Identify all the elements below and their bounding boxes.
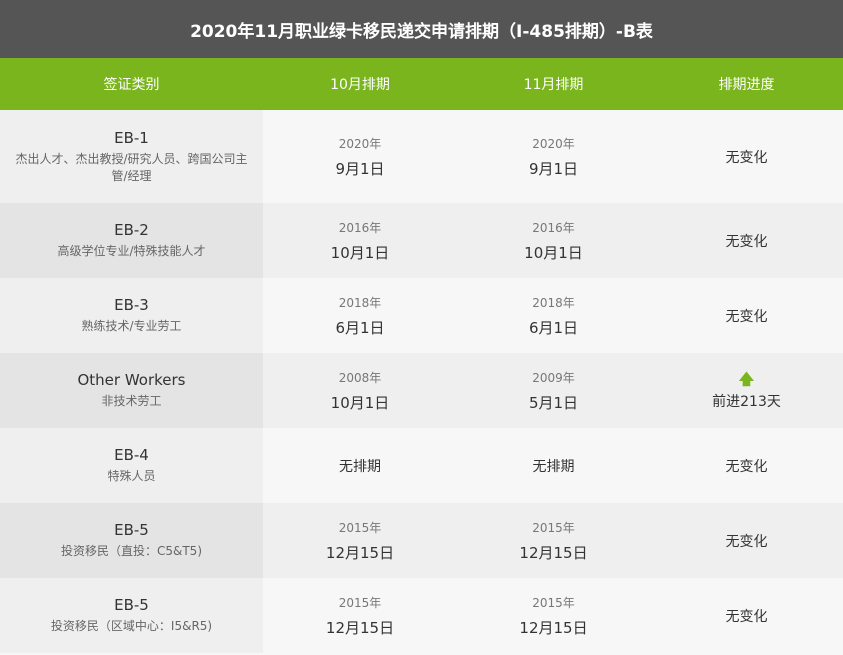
header-october: 10月排期 bbox=[330, 77, 390, 93]
date: 10月1日 bbox=[330, 393, 390, 412]
status-text: 无变化 bbox=[725, 533, 768, 550]
date: 6月1日 bbox=[528, 318, 579, 337]
table-body: EB-1 杰出人才、杰出教授/研究人员、跨国公司主管/经理 2020年 9月1日 202… bbox=[0, 110, 843, 653]
progress-cell: 无变化 bbox=[650, 428, 843, 503]
october-cell: 2015年 12月15日 bbox=[263, 578, 457, 653]
year: 2009年 bbox=[532, 370, 575, 385]
date: 10月1日 bbox=[524, 243, 583, 262]
date: 6月1日 bbox=[335, 318, 385, 337]
category-desc: 杰出人才、杰出教授/研究人员、跨国公司主管/经理 bbox=[15, 151, 248, 183]
category-name: Other Workers bbox=[77, 371, 186, 389]
year: 2020年 bbox=[338, 136, 382, 151]
date: 10月1日 bbox=[330, 243, 390, 262]
year: 2018年 bbox=[532, 295, 575, 310]
table-row: EB-4 特殊人员 无排期 无排期 无变化 bbox=[0, 428, 843, 503]
progress-cell: 无变化 bbox=[650, 110, 843, 203]
table-row: Other Workers 非技术劳工 2008年 10月1日 2009年 5月1日 🡅 前进… bbox=[0, 353, 843, 428]
category-cell: Other Workers 非技术劳工 bbox=[0, 353, 263, 428]
date: 12月15日 bbox=[325, 543, 395, 562]
november-cell: 2016年 10月1日 bbox=[457, 203, 650, 278]
table-row: EB-1 杰出人才、杰出教授/研究人员、跨国公司主管/经理 2020年 9月1日 202… bbox=[0, 110, 843, 203]
arrow-up-icon: 🡅 bbox=[738, 369, 755, 388]
category-name: EB-5 bbox=[114, 596, 149, 614]
year: 2015年 bbox=[338, 520, 382, 535]
category-desc: 高级学位专业/特殊技能人才 bbox=[57, 244, 206, 258]
progress-cell: 无变化 bbox=[650, 278, 843, 353]
november-cell: 2009年 5月1日 bbox=[457, 353, 650, 428]
category-name: EB-1 bbox=[114, 128, 149, 147]
category-cell: EB-2 高级学位专业/特殊技能人才 bbox=[0, 203, 263, 278]
category-cell: EB-5 投资移民（区域中心：I5&R5) bbox=[0, 578, 263, 653]
status-text: 无变化 bbox=[725, 608, 768, 625]
category-cell: EB-5 投资移民（直投：C5&T5) bbox=[0, 503, 263, 578]
november-cell: 2015年 12月15日 bbox=[457, 578, 650, 653]
date: 12月15日 bbox=[519, 618, 588, 637]
october-cell: 2008年 10月1日 bbox=[263, 353, 457, 428]
category-cell: EB-4 特殊人员 bbox=[0, 428, 263, 503]
progress-cell: 无变化 bbox=[650, 578, 843, 653]
date: 5月1日 bbox=[528, 393, 579, 412]
date: 12月15日 bbox=[325, 618, 395, 637]
october-cell: 无排期 bbox=[263, 428, 457, 503]
category-name: EB-3 bbox=[114, 296, 149, 314]
category-cell: EB-1 杰出人才、杰出教授/研究人员、跨国公司主管/经理 bbox=[0, 110, 263, 203]
october-cell: 2018年 6月1日 bbox=[263, 278, 457, 353]
table-row: EB-2 高级学位专业/特殊技能人才 2016年 10月1日 2016年 10月1日 无变化 bbox=[0, 203, 843, 278]
progress-cell: 🡅 前进213天 bbox=[650, 353, 843, 428]
year: 2015年 bbox=[532, 595, 575, 610]
progress-cell: 无变化 bbox=[650, 203, 843, 278]
year: 2020年 bbox=[532, 136, 575, 151]
header-progress: 排期进度 bbox=[718, 77, 775, 93]
category-desc: 投资移民（直投：C5&T5) bbox=[60, 544, 203, 558]
november-cell: 2020年 9月1日 bbox=[457, 110, 650, 203]
year: 2015年 bbox=[338, 595, 382, 610]
table-header: 签证类别 10月排期 11月排期 排期进度 bbox=[0, 58, 843, 110]
progress-cell: 无变化 bbox=[650, 503, 843, 578]
category-desc: 特殊人员 bbox=[107, 469, 156, 483]
category-name: EB-2 bbox=[114, 221, 149, 239]
year: 2016年 bbox=[532, 220, 575, 235]
date: 无排期 bbox=[339, 458, 381, 475]
date: 9月1日 bbox=[528, 159, 579, 178]
category-desc: 投资移民（区域中心：I5&R5) bbox=[50, 619, 213, 633]
category-name: EB-4 bbox=[114, 446, 149, 464]
year: 2016年 bbox=[338, 220, 382, 235]
date: 12月15日 bbox=[519, 543, 588, 562]
status-text: 无变化 bbox=[725, 149, 768, 166]
category-desc: 非技术劳工 bbox=[101, 394, 162, 408]
category-desc: 熟练技术/专业劳工 bbox=[81, 319, 182, 333]
status-text: 无变化 bbox=[725, 308, 768, 325]
header-category: 签证类别 bbox=[103, 77, 160, 93]
status-text: 无变化 bbox=[725, 233, 768, 250]
october-cell: 2016年 10月1日 bbox=[263, 203, 457, 278]
table-row: EB-5 投资移民（直投：C5&T5) 2015年 12月15日 2015年 12月15日… bbox=[0, 503, 843, 578]
october-cell: 2015年 12月15日 bbox=[263, 503, 457, 578]
category-name: EB-5 bbox=[114, 521, 149, 539]
status-text: 无变化 bbox=[725, 458, 768, 475]
november-cell: 2015年 12月15日 bbox=[457, 503, 650, 578]
date: 9月1日 bbox=[335, 159, 385, 178]
date: 无排期 bbox=[532, 458, 575, 475]
year: 2008年 bbox=[338, 370, 382, 385]
year: 2015年 bbox=[532, 520, 575, 535]
header-november: 11月排期 bbox=[523, 77, 584, 93]
table-title: 2020年11月职业绿卡移民递交申请排期（I-485排期）-B表 bbox=[0, 0, 843, 58]
category-cell: EB-3 熟练技术/专业劳工 bbox=[0, 278, 263, 353]
table-row: EB-5 投资移民（区域中心：I5&R5) 2015年 12月15日 2015年 12月1… bbox=[0, 578, 843, 653]
november-cell: 2018年 6月1日 bbox=[457, 278, 650, 353]
status-text: 前进213天 bbox=[712, 393, 781, 410]
year: 2018年 bbox=[338, 295, 382, 310]
october-cell: 2020年 9月1日 bbox=[263, 110, 457, 203]
table-row: EB-3 熟练技术/专业劳工 2018年 6月1日 2018年 6月1日 无变化 bbox=[0, 278, 843, 353]
november-cell: 无排期 bbox=[457, 428, 650, 503]
